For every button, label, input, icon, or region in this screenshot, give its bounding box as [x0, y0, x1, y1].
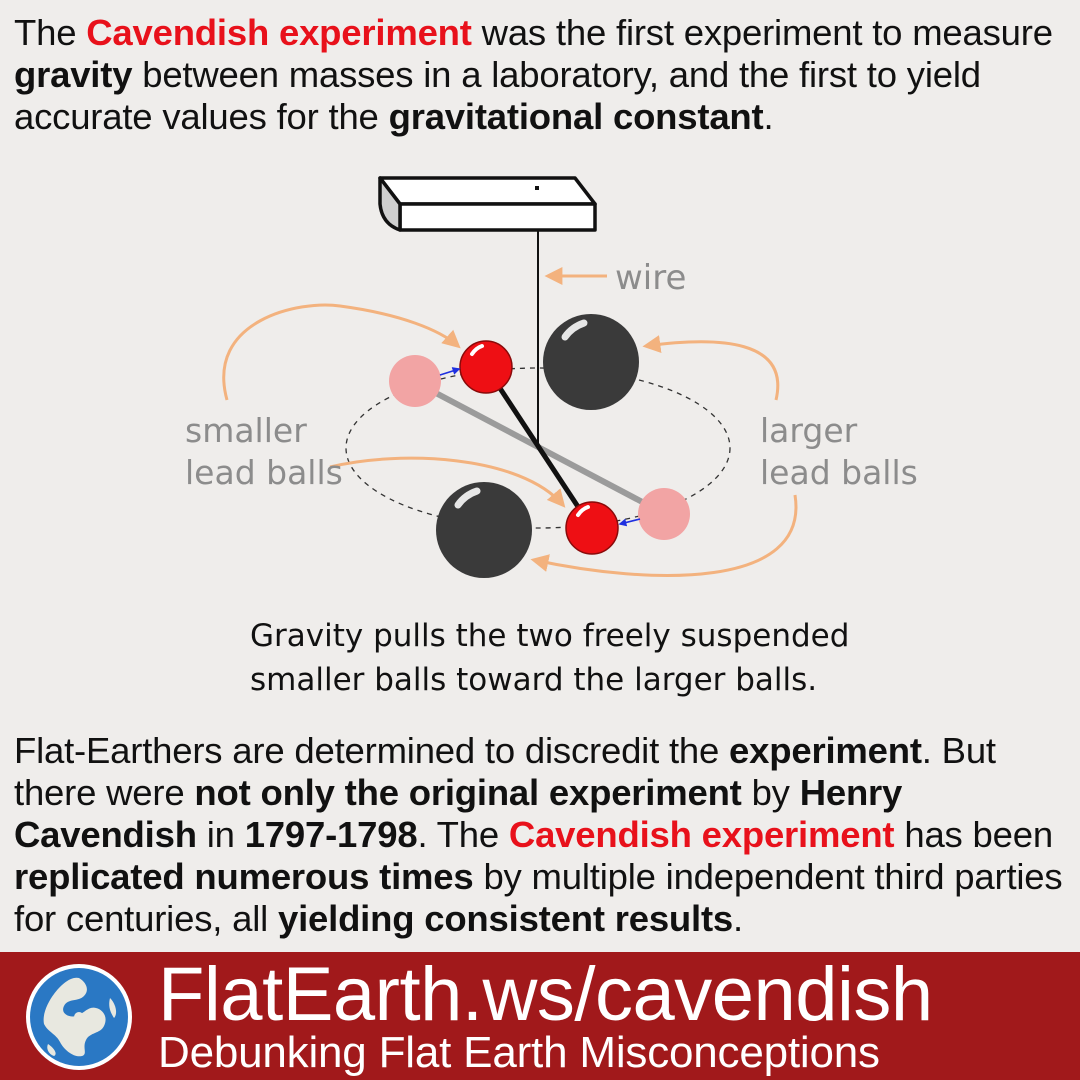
intro-text: between masses in a laboratory, and the … [14, 54, 981, 137]
highlight-consistent-results: yielding consistent results [277, 898, 734, 939]
footer-banner: FlatEarth.ws/cavendish Debunking Flat Ea… [0, 952, 1080, 1080]
caption-line2: smaller balls toward the larger balls. [250, 662, 817, 698]
outro-text: . But there were [14, 730, 996, 813]
motion-arrow-bottom [618, 518, 641, 527]
smaller-balls-arrow-top [222, 303, 461, 401]
highlight-original-experiment: not only the original experiment [194, 772, 742, 813]
outro-paragraph: Flat-Earthers are determined to discredi… [14, 730, 1070, 940]
small-ball-top [459, 340, 513, 394]
outro-text: Flat-Earthers are determined to discredi… [14, 730, 730, 771]
outro-text: . [733, 898, 743, 939]
intro-text: was the first experiment to measure [471, 12, 1053, 53]
larger-balls-arrow-top [642, 335, 780, 401]
highlight-gravity: gravity [14, 54, 133, 95]
cavendish-diagram: wire smaller lead balls larger lead ball… [185, 176, 918, 698]
highlight-experiment: experiment [729, 730, 922, 771]
outro-text: by [741, 772, 800, 813]
smaller-label-line1: smaller [185, 411, 307, 450]
orbit-path [345, 367, 731, 529]
deflected-rod [483, 365, 595, 530]
small-ball-original-bottom [638, 488, 690, 540]
larger-label-line1: larger [760, 411, 858, 450]
small-ball-bottom [565, 501, 619, 555]
smaller-balls-arrow-bottom [329, 456, 566, 508]
globe-icon [26, 964, 132, 1070]
smaller-label-line2: lead balls [185, 453, 343, 492]
outro-text: by multiple independent third parties fo… [14, 856, 1063, 939]
highlight-henry-cavendish: Henry Cavendish [14, 772, 903, 855]
larger-label-line2: lead balls [760, 453, 918, 492]
large-ball-top [543, 314, 639, 410]
outro-text: has been [894, 814, 1053, 855]
outro-text: in [196, 814, 245, 855]
tagline: Debunking Flat Earth Misconceptions [158, 1028, 880, 1077]
highlight-years: 1797-1798 [244, 814, 418, 855]
support-beam [378, 176, 597, 232]
site-url: FlatEarth.ws/cavendish [158, 952, 933, 1037]
highlight-gravitational-constant: gravitational constant [388, 96, 764, 137]
outro-text: . The [417, 814, 509, 855]
large-ball-bottom [436, 482, 532, 578]
intro-paragraph: The Cavendish experiment was the first e… [14, 12, 1070, 138]
highlight-cavendish-experiment-2: Cavendish experiment [508, 814, 895, 855]
highlight-cavendish-experiment: Cavendish experiment [86, 12, 472, 53]
highlight-replicated: replicated numerous times [14, 856, 474, 897]
larger-balls-arrow-bottom [530, 494, 798, 577]
wire-label: wire [615, 258, 686, 298]
motion-arrow-top [439, 367, 461, 376]
intro-text: The [14, 12, 87, 53]
small-ball-original-top [389, 355, 441, 407]
intro-text: . [763, 96, 774, 137]
caption-line1: Gravity pulls the two freely suspended [250, 618, 849, 654]
